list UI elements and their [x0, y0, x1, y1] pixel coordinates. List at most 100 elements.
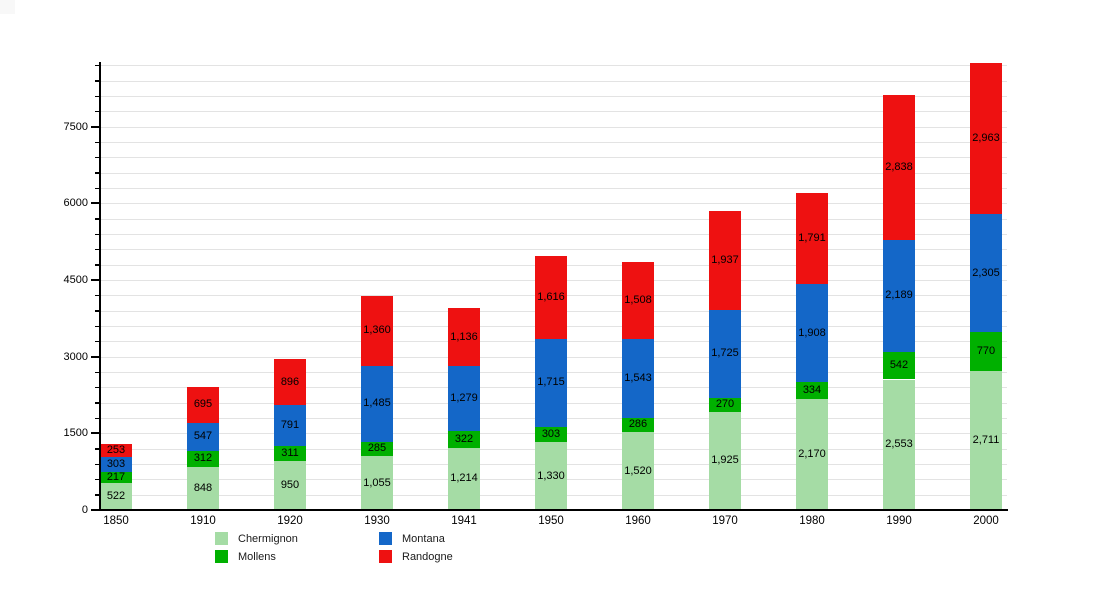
legend-item-chermignon: Chermignon [215, 532, 298, 545]
y-axis-tick-label: 7500 [63, 120, 88, 133]
bar-value-label: 322 [454, 433, 474, 446]
bar-segment-montana-1960: 1,543 [622, 338, 654, 418]
bar-segment-chermignon-1910: 848 [187, 466, 219, 510]
bar-segment-randogne-2000: 2,963 [970, 62, 1002, 215]
x-axis-tick-label: 1941 [451, 515, 477, 527]
y-axis-major-tick [91, 432, 101, 435]
bar-value-label: 1,330 [537, 469, 565, 482]
x-axis-tick-label: 1850 [103, 515, 129, 527]
y-axis-tick-label: 0 [81, 504, 88, 516]
gridline [101, 173, 1007, 174]
bar-segment-mollens-1910: 312 [187, 450, 219, 467]
bar-segment-randogne-1920: 896 [274, 359, 306, 406]
bar-value-label: 334 [802, 384, 822, 397]
y-axis-tick-label: 1500 [63, 427, 88, 440]
y-axis-minor-tick [95, 371, 101, 373]
bar-value-label: 896 [280, 375, 300, 388]
x-axis-tick-label: 1920 [277, 515, 303, 527]
gridline [101, 188, 1007, 189]
y-axis-line [99, 62, 101, 511]
legend-item-randogne: Randogne [379, 550, 453, 563]
legend-item-mollens: Mollens [215, 550, 276, 563]
bar-segment-randogne-1960: 1,508 [622, 261, 654, 339]
y-axis-minor-tick [95, 478, 101, 481]
bar-segment-randogne-1970: 1,937 [709, 210, 741, 310]
bar-value-label: 286 [628, 418, 648, 431]
bar-value-label: 303 [541, 427, 561, 440]
bar-value-label: 2,189 [885, 289, 913, 302]
y-axis-tick-label: 6000 [63, 197, 88, 210]
gridline [101, 65, 1007, 66]
bar-value-label: 950 [280, 479, 300, 492]
y-axis-minor-tick [95, 264, 101, 266]
bar-segment-montana-1920: 791 [274, 405, 306, 446]
x-axis-tick-label: 1980 [799, 515, 825, 527]
bar-value-label: 1,791 [798, 232, 826, 245]
gridline [101, 249, 1007, 250]
gridline [101, 96, 1007, 97]
bar-segment-montana-1980: 1,908 [796, 284, 828, 382]
bar-segment-chermignon-1950: 1,330 [535, 442, 567, 510]
x-axis-line [98, 509, 1008, 511]
bar-value-label: 1,214 [450, 472, 478, 485]
bar-segment-randogne-1930: 1,360 [361, 296, 393, 366]
bar-segment-chermignon-1920: 950 [274, 461, 306, 510]
bar-value-label: 848 [193, 481, 213, 494]
bar-value-label: 1,616 [537, 291, 565, 304]
y-axis-major-tick [91, 509, 101, 511]
y-axis-minor-tick [95, 417, 101, 419]
bar-segment-mollens-1941: 322 [448, 431, 480, 448]
bar-segment-mollens-1970: 270 [709, 397, 741, 412]
bar-segment-montana-2000: 2,305 [970, 214, 1002, 333]
gridline [101, 157, 1007, 158]
bar-value-label: 1,925 [711, 454, 739, 467]
bar-segment-chermignon-1990: 2,553 [883, 379, 915, 510]
y-axis-tick-label: 3000 [63, 350, 88, 363]
legend-label-chermignon: Chermignon [238, 532, 298, 545]
y-axis-minor-tick [95, 187, 101, 189]
gridline [101, 111, 1007, 112]
bar-segment-randogne-1990: 2,838 [883, 94, 915, 240]
bar-segment-montana-1970: 1,725 [709, 309, 741, 398]
y-axis-major-tick [91, 202, 101, 205]
bar-value-label: 285 [367, 442, 387, 455]
bar-segment-chermignon-1941: 1,214 [448, 447, 480, 510]
bar-segment-randogne-1910: 695 [187, 387, 219, 423]
bar-value-label: 791 [280, 418, 300, 431]
bar-segment-montana-1930: 1,485 [361, 365, 393, 442]
x-axis-tick-label: 2000 [973, 515, 999, 527]
bar-value-label: 1,055 [363, 476, 391, 489]
bar-value-label: 1,908 [798, 326, 826, 339]
legend-swatch-montana-icon [379, 532, 392, 545]
legend-label-mollens: Mollens [238, 550, 276, 563]
bar-segment-chermignon-1850: 522 [100, 483, 132, 510]
legend-label-randogne: Randogne [402, 550, 453, 563]
bar-value-label: 2,553 [885, 438, 913, 451]
bar-value-label: 770 [976, 345, 996, 358]
legend-item-montana: Montana [379, 532, 445, 545]
bar-segment-chermignon-2000: 2,711 [970, 371, 1002, 510]
corner-artifact [0, 0, 15, 14]
bar-value-label: 522 [106, 490, 126, 503]
bar-value-label: 2,305 [972, 266, 1000, 279]
bar-value-label: 1,937 [711, 253, 739, 266]
bar-segment-randogne-1850: 253 [100, 443, 132, 457]
gridline [101, 219, 1007, 220]
legend-label-montana: Montana [402, 532, 445, 545]
bar-segment-chermignon-1970: 1,925 [709, 411, 741, 510]
y-axis-minor-tick [95, 310, 101, 312]
y-axis-minor-tick [95, 448, 101, 450]
y-axis-tick-label: 4500 [63, 274, 88, 286]
y-axis-minor-tick [95, 248, 101, 251]
bar-value-label: 1,136 [450, 330, 478, 343]
y-axis-minor-tick [95, 172, 101, 174]
y-axis-minor-tick [95, 141, 101, 143]
y-axis-minor-tick [95, 233, 101, 235]
bar-value-label: 2,838 [885, 160, 913, 173]
legend-swatch-chermignon-icon [215, 532, 228, 545]
bar-segment-montana-1990: 2,189 [883, 239, 915, 352]
bar-segment-mollens-1960: 286 [622, 417, 654, 433]
y-axis-minor-tick [95, 156, 101, 159]
y-axis-major-tick [91, 125, 101, 128]
